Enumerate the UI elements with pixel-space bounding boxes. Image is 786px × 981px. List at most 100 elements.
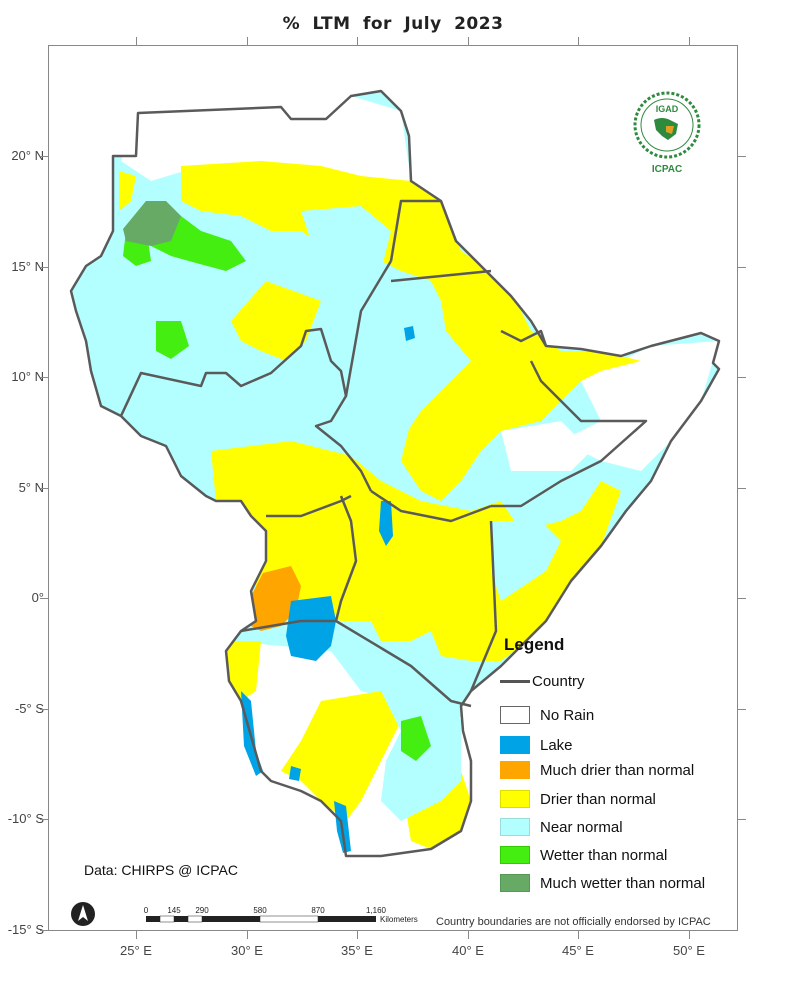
tick [468,931,469,939]
tick [136,931,137,939]
lon-label-45e: 45° E [562,943,594,958]
wetter-zone [156,321,189,359]
legend-label: Much wetter than normal [540,874,706,892]
legend-swatch [500,736,530,754]
legend-item-lake: Lake [500,736,573,754]
lat-label-10n: 10° N [11,369,44,384]
legend-swatch [500,790,530,808]
tick [738,267,746,268]
lon-label-25e: 25° E [120,943,152,958]
lake-small [289,766,301,781]
lat-label-15s: -15° S [7,922,44,937]
tick [738,488,746,489]
legend-swatch [500,818,530,836]
tick [689,931,690,939]
lake-turkana [379,501,393,546]
tick [40,377,48,378]
scale-label: 145 [167,906,181,915]
map-title: % LTM for July 2023 [282,14,504,34]
much-wetter-zone [123,201,181,246]
scale-label: 1,160 [366,906,387,915]
tick [40,930,48,931]
tick [40,156,48,157]
near-normal-zone [301,206,391,271]
boundary-sudan-eritrea [389,199,441,262]
legend-heading: Legend [504,635,565,654]
scale-bar: 0 145 290 580 870 1,160 Kilometers [140,904,440,932]
tick [40,488,48,489]
legend-label: Country [532,673,585,690]
legend-label: Wetter than normal [540,846,668,864]
north-arrow-icon [71,902,95,926]
drier-zone [181,161,641,501]
wetter-zone [401,716,431,761]
legend-item-drier: Drier than normal [500,790,656,808]
drier-zone [281,691,401,821]
tick [738,819,746,820]
boundary-tanzania-north [240,619,336,633]
boundary-uganda-north [266,494,352,518]
boundary-sudan-south [119,327,373,492]
lon-label-50e: 50° E [673,943,705,958]
legend-swatch [500,846,530,864]
drier-zone [119,171,136,211]
tick [689,37,690,45]
svg-text:ICPAC: ICPAC [652,164,682,175]
boundary-ethiopia-north [390,269,492,283]
lat-label-0: 0° [31,590,44,605]
scale-unit: Kilometers [380,915,418,924]
drier-zone [226,641,261,701]
tick [578,931,579,939]
no-rain-zone [121,96,411,186]
scale-label: 580 [253,906,267,915]
boundary-sudan-ethiopia [344,260,393,397]
lake-tana [404,326,415,341]
country-boundaries [69,89,721,858]
legend-swatch [500,706,530,724]
igad-logo-icon: IGAD ICPAC [633,91,701,175]
lake-tanganyika [241,691,263,776]
map-canvas [69,89,721,858]
legend: Legend Country No Rain Lake Much drier t… [500,635,740,892]
country-line-swatch [500,680,530,683]
no-rain-zone [561,341,719,471]
tick [357,931,358,939]
near-normal-zone [491,521,561,601]
legend-label: Drier than normal [540,790,656,808]
boundary-kenya-uganda-tanzania [334,495,472,708]
legend-label: Near normal [540,818,623,836]
legend-label: Much drier than normal [540,761,695,779]
scale-label: 870 [311,906,325,915]
tick [738,156,746,157]
legend-item-country: Country [500,673,585,690]
lat-label-20n: 20° N [11,148,44,163]
scale-label: 0 [144,906,149,915]
lon-label-30e: 30° E [231,943,263,958]
lon-label-40e: 40° E [452,943,484,958]
lat-label-5n: 5° N [18,480,44,495]
tick [738,598,746,599]
legend-item-near-normal: Near normal [500,818,623,836]
drier-zone [231,281,321,361]
boundary-ethiopia-somalia [491,360,648,508]
legend-label: No Rain [540,706,595,724]
legend-item-wetter: Wetter than normal [500,846,667,864]
scale-label: 290 [195,906,209,915]
boundary-ethiopia-kenya [370,489,492,523]
tick [40,709,48,710]
legend-item-much-wetter: Much wetter than normal [500,874,705,892]
tick [738,377,746,378]
tick [578,37,579,45]
boundary-kenya-somalia [469,520,498,692]
lon-label-35e: 35° E [341,943,373,958]
boundary-disclaimer: Country boundaries are not officially en… [436,916,711,928]
lat-label-5s: -5° S [14,701,44,716]
legend-label: Lake [540,736,573,754]
tick [247,931,248,939]
svg-text:IGAD: IGAD [656,104,679,114]
boundary-djibouti [500,329,548,347]
tick [40,598,48,599]
tick [40,819,48,820]
tick [738,709,746,710]
data-credit: Data: CHIRPS @ ICPAC [84,862,238,878]
